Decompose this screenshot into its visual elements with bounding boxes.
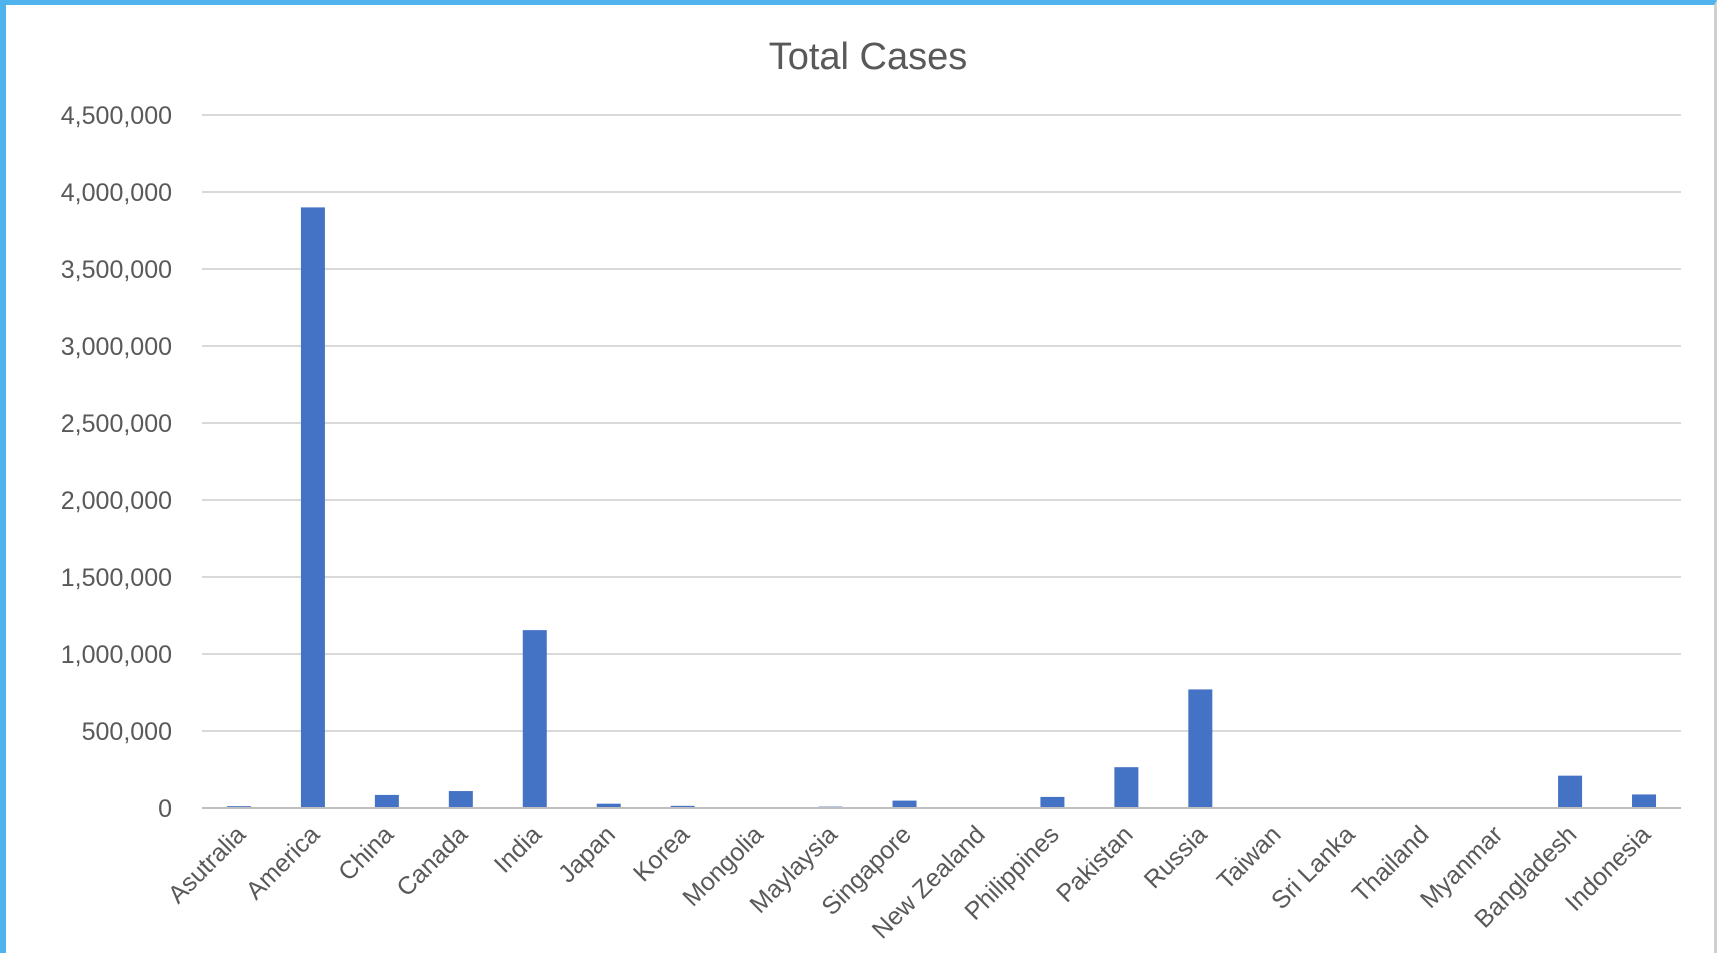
x-tick-label: India bbox=[489, 820, 547, 878]
x-tick-label: Japan bbox=[553, 820, 621, 888]
y-tick-label: 4,500,000 bbox=[61, 102, 172, 130]
y-tick-label: 3,500,000 bbox=[61, 256, 172, 284]
y-tick-label: 1,000,000 bbox=[61, 641, 172, 669]
bar bbox=[301, 207, 325, 808]
gridlines bbox=[202, 115, 1681, 731]
bar bbox=[523, 630, 547, 808]
y-tick-label: 2,000,000 bbox=[61, 487, 172, 515]
x-tick-label: Russia bbox=[1139, 820, 1213, 894]
x-tick-label: Asutralia bbox=[163, 820, 252, 909]
y-tick-label: 1,500,000 bbox=[61, 564, 172, 592]
bar bbox=[1114, 767, 1138, 808]
y-tick-label: 500,000 bbox=[82, 718, 172, 746]
y-tick-label: 4,000,000 bbox=[61, 179, 172, 207]
bar bbox=[1040, 797, 1064, 808]
bar-chart: Total Cases 0 500,000 1,000,000 1,500,000 2,… bbox=[6, 5, 1717, 958]
bar bbox=[1632, 794, 1656, 808]
x-tick-label: Canada bbox=[391, 820, 473, 902]
x-tick-label: Pakistan bbox=[1051, 820, 1139, 908]
chart-title: Total Cases bbox=[769, 36, 968, 78]
bars bbox=[227, 207, 1656, 808]
bar bbox=[1188, 689, 1212, 808]
y-tick-label: 0 bbox=[158, 795, 172, 823]
x-tick-label: Korea bbox=[628, 820, 695, 887]
x-tick-label: America bbox=[241, 820, 326, 905]
y-tick-label: 2,500,000 bbox=[61, 410, 172, 438]
bar bbox=[1558, 776, 1582, 808]
bar bbox=[893, 801, 917, 808]
y-axis-tick-labels: 0 500,000 1,000,000 1,500,000 2,000,000 2,500… bbox=[61, 102, 172, 823]
x-tick-label: China bbox=[333, 820, 399, 886]
bar bbox=[449, 791, 473, 808]
x-tick-label: Taiwan bbox=[1212, 820, 1287, 895]
bar bbox=[375, 795, 399, 808]
y-tick-label: 3,000,000 bbox=[61, 333, 172, 361]
